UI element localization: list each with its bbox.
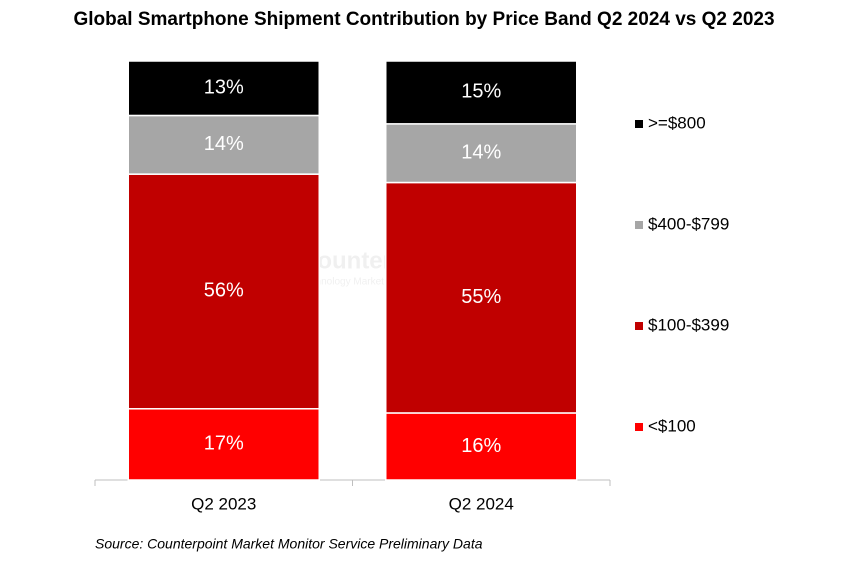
legend-swatch <box>635 322 643 330</box>
bar-segment <box>127 114 320 175</box>
bar-segment <box>385 60 578 125</box>
bar-segment <box>385 412 578 481</box>
legend-label: $400-$799 <box>648 214 729 233</box>
data-label: 15% <box>461 81 501 103</box>
legend-swatch <box>635 120 643 128</box>
x-tick-label: Q2 2024 <box>449 494 514 513</box>
x-tick-label: Q2 2023 <box>191 494 256 513</box>
bar-segment <box>385 181 578 414</box>
data-label: 16% <box>461 435 501 457</box>
data-label: 14% <box>204 133 244 155</box>
bar-segment <box>127 173 320 410</box>
legend-label: <$100 <box>648 416 696 435</box>
data-label: 13% <box>204 77 244 99</box>
source-note: Source: Counterpoint Market Monitor Serv… <box>95 536 483 552</box>
watermark-text: Technology Market Insights <box>300 277 421 288</box>
data-label: 56% <box>204 280 244 302</box>
legend-label: $100-$399 <box>648 315 729 334</box>
data-label: 17% <box>204 433 244 455</box>
legend-label: >=$800 <box>648 113 706 132</box>
bar-segment <box>385 123 578 184</box>
legend-swatch <box>635 423 643 431</box>
chart-title: Global Smartphone Shipment Contribution … <box>73 9 774 30</box>
data-label: 14% <box>461 141 501 163</box>
bar-segment <box>127 60 320 117</box>
data-label: 55% <box>461 286 501 308</box>
legend-swatch <box>635 221 643 229</box>
